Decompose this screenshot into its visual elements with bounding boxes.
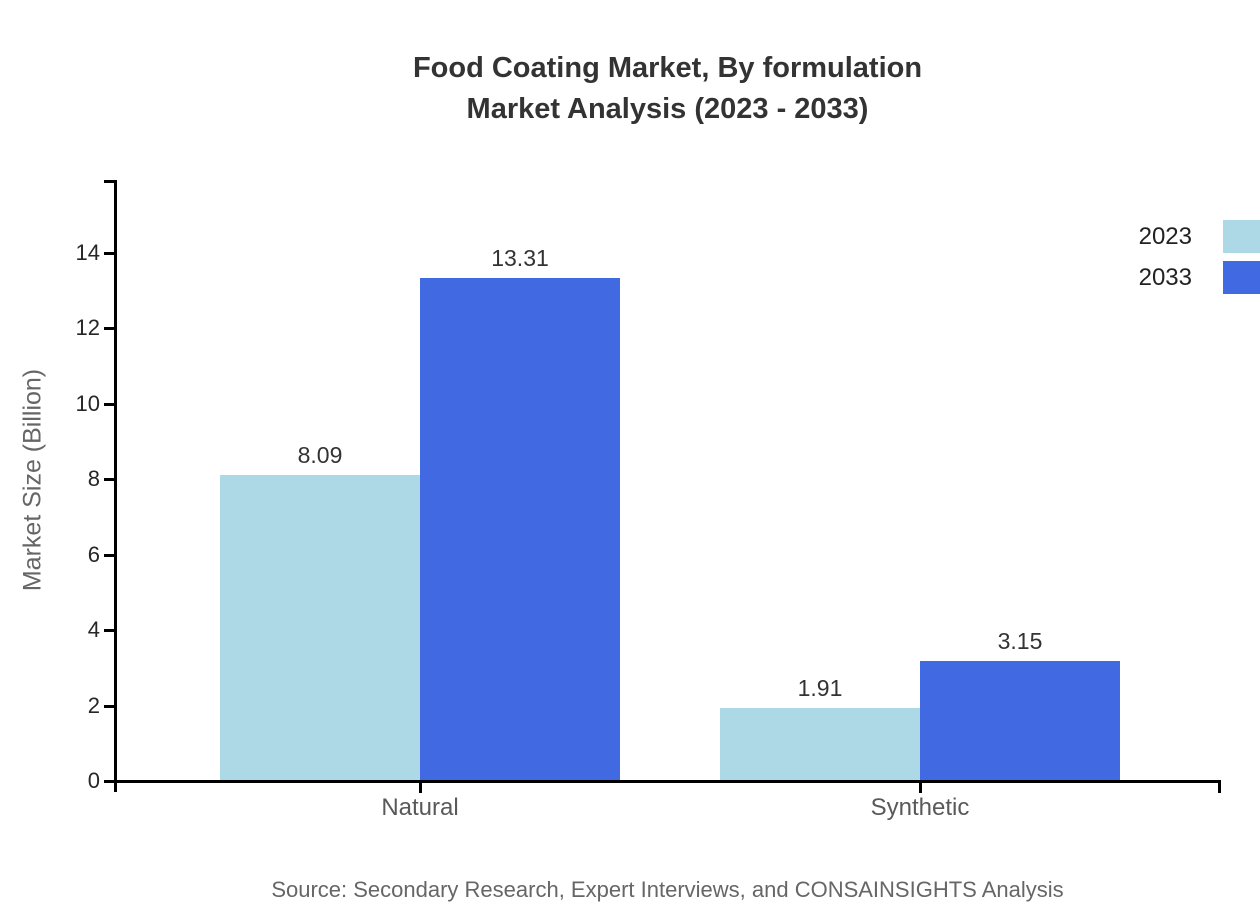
y-tick-label: 6 [87,541,100,567]
chart-title: Food Coating Market, By formulation Mark… [114,48,1221,130]
x-tick [419,783,422,793]
legend-swatch [1223,220,1260,253]
y-tick [104,251,114,255]
value-label: 1.91 [797,674,843,701]
y-tick-label: 10 [75,390,100,416]
source-note: Source: Secondary Research, Expert Inter… [271,877,1064,902]
y-tick [104,704,114,708]
y-tick-label: 4 [87,617,100,643]
chart-title-line1: Food Coating Market, By formulation [412,52,923,84]
y-tick-label: 0 [87,768,100,793]
legend-label: 2033 [1138,263,1192,291]
bar-natural-2023 [220,474,420,780]
legend-label: 2023 [1138,222,1192,250]
y-axis-top-cap [104,180,117,183]
y-tick [104,478,114,482]
y-tick-label: 12 [75,315,100,341]
y-tick-label: 8 [87,466,100,492]
legend: 2023 2033 [1139,220,1260,302]
bar-synthetic-2033 [920,661,1120,780]
x-axis-line [114,780,1221,783]
y-tick [104,553,114,557]
bar-natural-2033 [420,277,620,780]
y-tick [104,780,114,783]
value-label: 8.09 [297,441,343,468]
x-tick [919,783,922,793]
y-tick [104,327,114,331]
y-tick [104,629,114,633]
y-tick-label: 2 [87,692,100,718]
y-tick [104,402,114,406]
chart-title-line2: Market Analysis (2023 - 2033) [466,93,869,125]
x-axis-right-cap [1218,780,1221,793]
x-tick-label: Natural [381,794,459,821]
value-label: 3.15 [997,628,1043,655]
y-axis-line [114,180,117,792]
y-tick-label: 14 [75,239,100,265]
legend-item-2033: 2033 [1139,261,1260,294]
x-tick-label: Synthetic [870,794,970,821]
value-label: 13.31 [491,244,549,271]
bar-synthetic-2023 [720,707,920,780]
legend-item-2023: 2023 [1139,220,1260,253]
legend-swatch [1223,261,1260,294]
